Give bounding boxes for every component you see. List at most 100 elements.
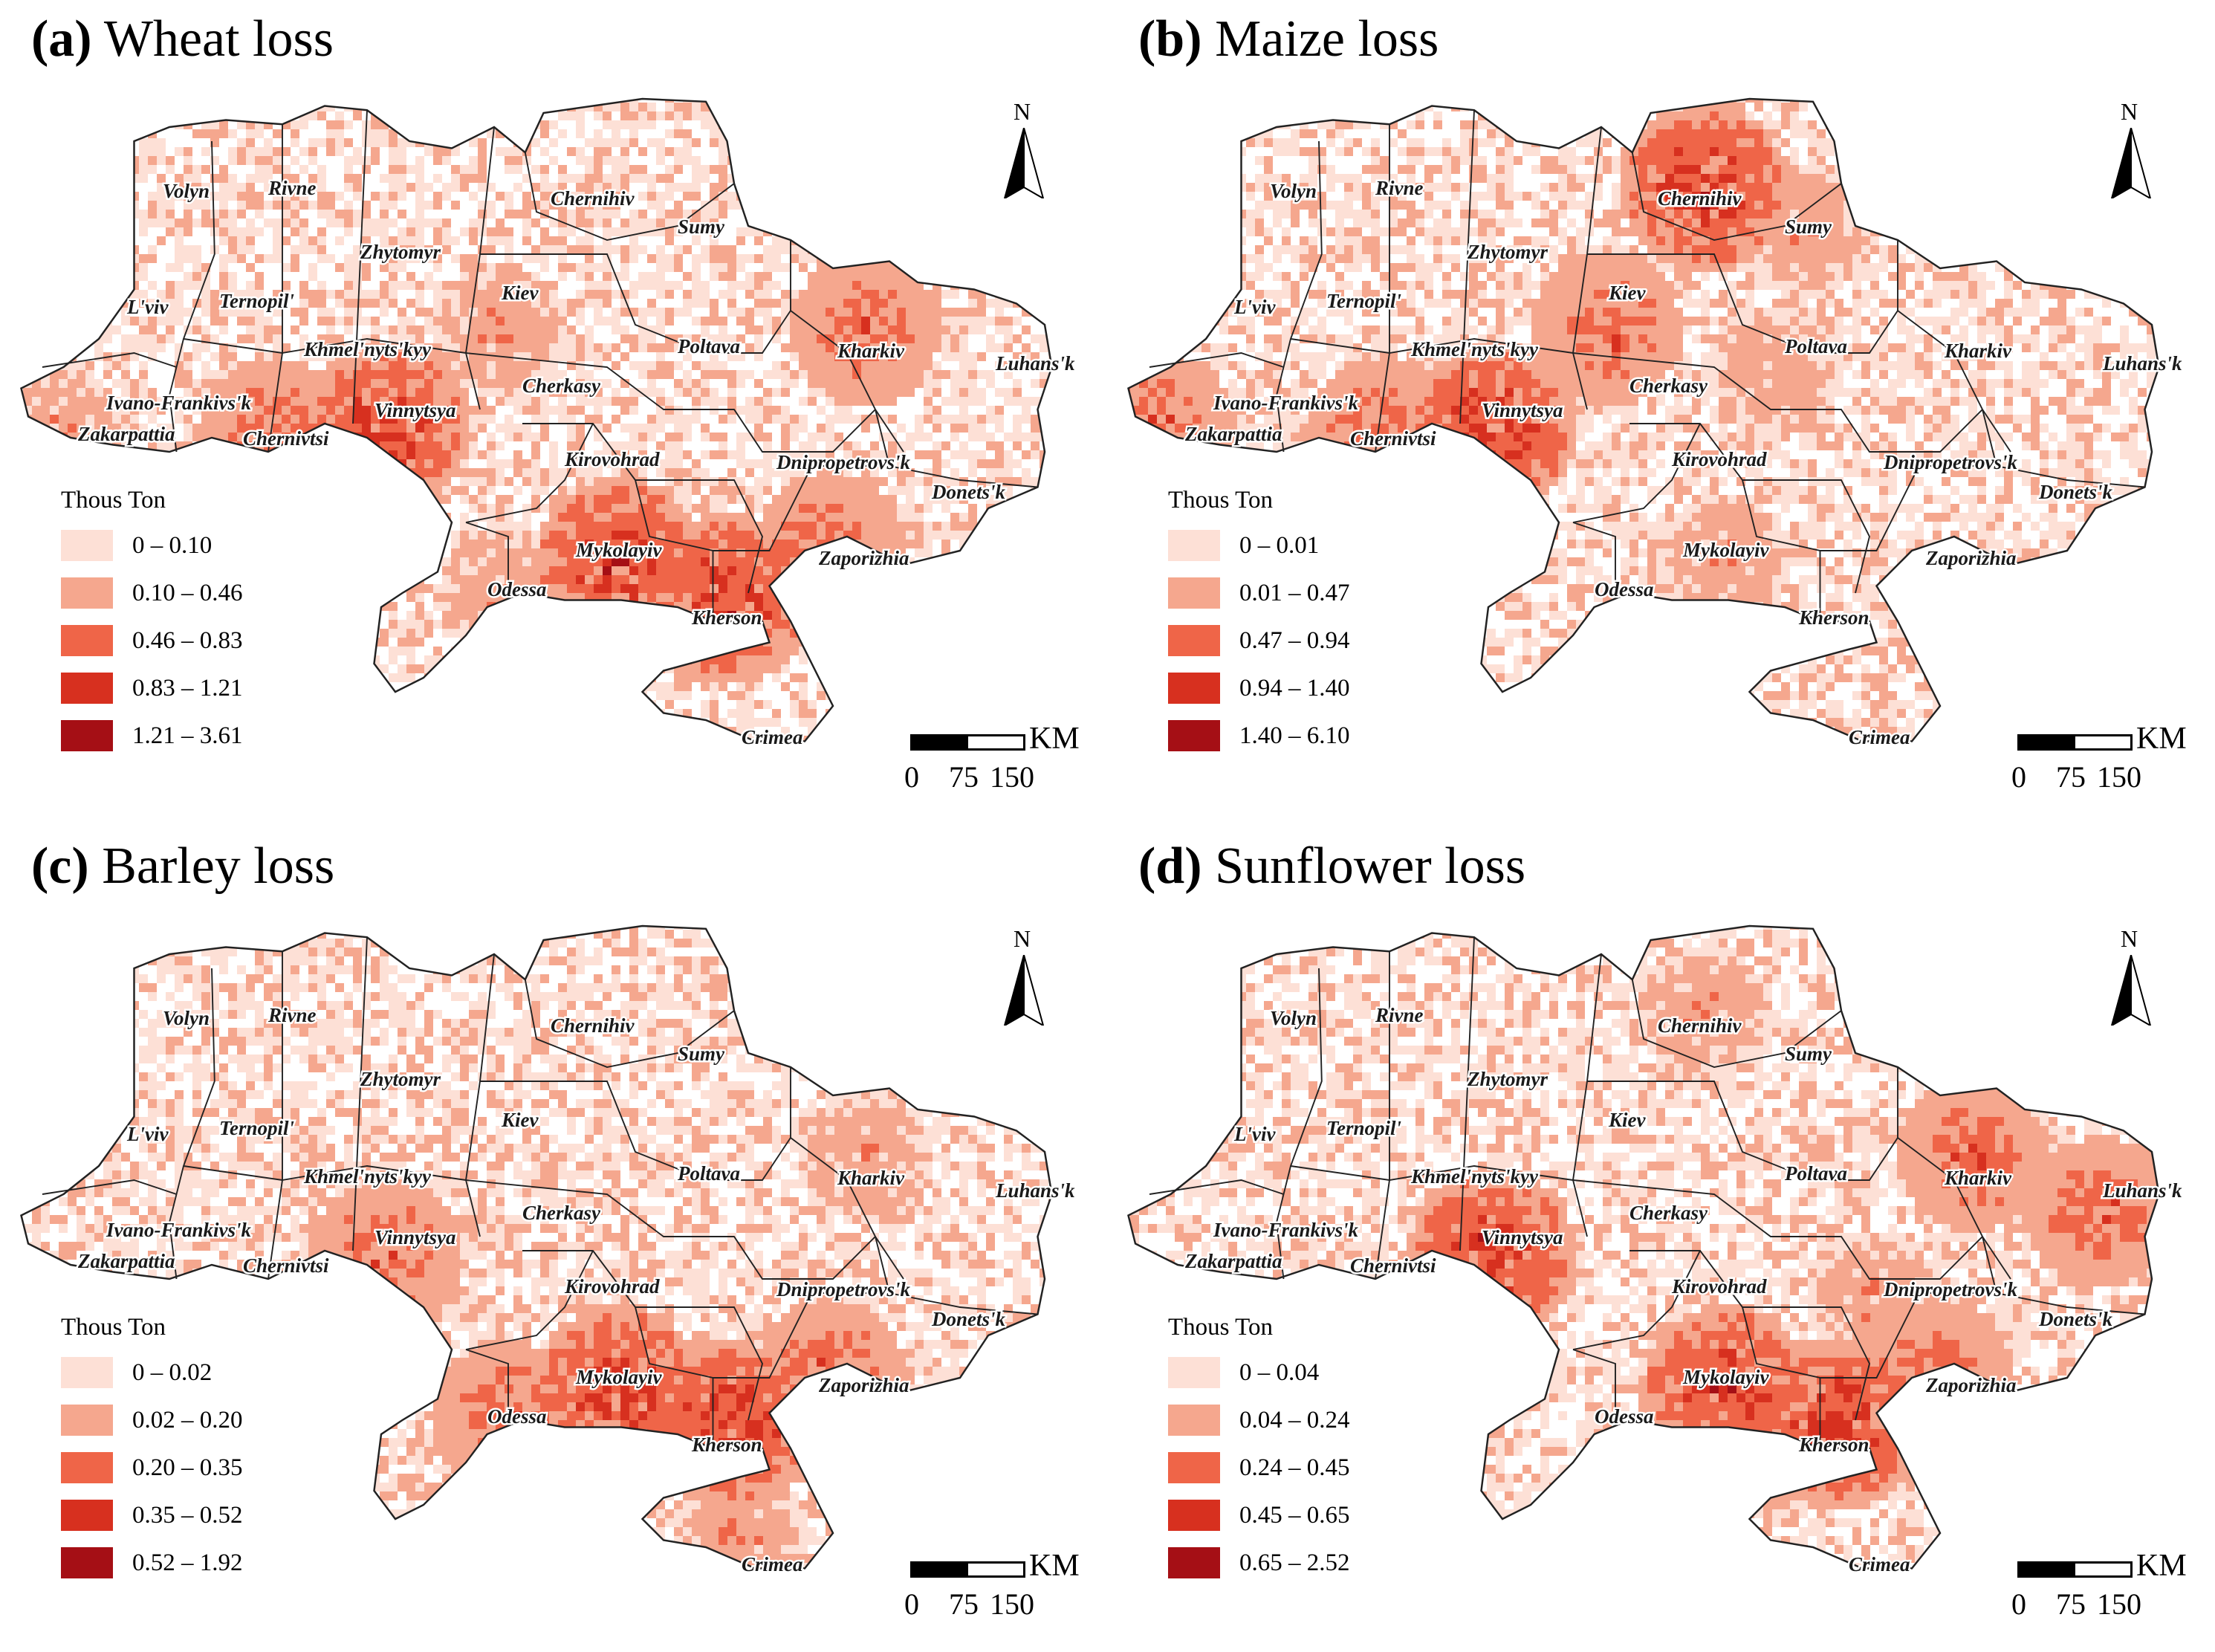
raster-cell xyxy=(763,477,772,486)
raster-cell xyxy=(1013,540,1022,548)
raster-cell xyxy=(513,584,522,593)
raster-cell xyxy=(986,548,995,557)
raster-cell xyxy=(389,522,398,531)
raster-cell xyxy=(228,299,237,308)
raster-cell xyxy=(264,557,273,566)
raster-cell xyxy=(941,290,950,299)
raster-cell xyxy=(549,334,558,343)
raster-cell xyxy=(549,156,558,165)
raster-cell xyxy=(505,424,513,433)
raster-cell xyxy=(424,201,433,210)
raster-cell xyxy=(424,548,433,557)
raster-cell xyxy=(683,531,692,540)
raster-cell xyxy=(460,575,469,584)
raster-cell xyxy=(94,308,103,317)
raster-cell xyxy=(469,584,478,593)
raster-cell xyxy=(451,584,460,593)
raster-cell xyxy=(380,540,389,548)
raster-cell xyxy=(603,281,612,290)
raster-cell xyxy=(112,236,121,245)
raster-cell xyxy=(924,486,933,495)
raster-cell xyxy=(870,120,879,129)
raster-cell xyxy=(754,272,763,281)
raster-cell xyxy=(933,477,941,486)
raster-cell xyxy=(103,218,112,227)
raster-cell xyxy=(505,531,513,540)
raster-cell xyxy=(398,415,406,424)
raster-cell xyxy=(674,540,683,548)
raster-cell xyxy=(406,557,415,566)
raster-cell xyxy=(317,575,326,584)
raster-cell xyxy=(772,138,781,147)
raster-cell xyxy=(487,468,496,477)
raster-cell xyxy=(433,397,442,406)
raster-cell xyxy=(335,120,344,129)
raster-cell xyxy=(246,433,255,441)
raster-cell xyxy=(246,325,255,334)
raster-cell xyxy=(166,334,175,343)
raster-cell xyxy=(32,584,41,593)
raster-cell xyxy=(933,254,941,263)
raster-cell xyxy=(23,566,32,575)
raster-cell xyxy=(1066,325,1075,334)
raster-cell xyxy=(21,317,23,325)
raster-cell xyxy=(32,477,41,486)
raster-cell xyxy=(933,441,941,450)
raster-cell xyxy=(710,504,719,513)
raster-cell xyxy=(41,245,50,254)
raster-cell xyxy=(656,138,665,147)
raster-cell xyxy=(50,147,59,156)
raster-cell xyxy=(41,254,50,263)
raster-cell xyxy=(424,361,433,370)
raster-cell xyxy=(754,495,763,504)
raster-cell xyxy=(228,308,237,317)
raster-cell xyxy=(228,254,237,263)
raster-cell xyxy=(41,120,50,129)
raster-cell xyxy=(799,370,808,379)
raster-cell xyxy=(968,317,977,325)
raster-cell xyxy=(683,147,692,156)
raster-cell xyxy=(148,165,157,174)
raster-cell xyxy=(852,343,861,352)
raster-cell xyxy=(674,210,683,218)
raster-cell xyxy=(897,272,906,281)
raster-cell xyxy=(112,156,121,165)
raster-cell xyxy=(656,540,665,548)
raster-cell xyxy=(950,495,959,504)
raster-cell xyxy=(130,468,139,477)
raster-cell xyxy=(148,138,157,147)
raster-cell xyxy=(736,281,745,290)
raster-cell xyxy=(389,352,398,361)
raster-cell xyxy=(59,210,68,218)
raster-cell xyxy=(415,450,424,459)
raster-cell xyxy=(460,388,469,397)
raster-cell xyxy=(1057,183,1066,192)
raster-cell xyxy=(915,334,924,343)
raster-cell xyxy=(986,218,995,227)
raster-cell xyxy=(915,379,924,388)
raster-cell xyxy=(799,218,808,227)
raster-cell xyxy=(94,192,103,201)
raster-cell xyxy=(192,388,201,397)
raster-cell xyxy=(1040,343,1048,352)
raster-cell xyxy=(513,450,522,459)
raster-cell xyxy=(219,308,228,317)
raster-cell xyxy=(264,575,273,584)
raster-cell xyxy=(264,379,273,388)
raster-cell xyxy=(380,415,389,424)
raster-cell xyxy=(85,459,94,468)
raster-cell xyxy=(701,290,710,299)
raster-cell xyxy=(433,424,442,433)
raster-cell xyxy=(986,183,995,192)
raster-cell xyxy=(683,379,692,388)
raster-cell xyxy=(540,575,549,584)
raster-cell xyxy=(826,308,834,317)
raster-cell xyxy=(264,85,273,94)
raster-cell xyxy=(933,424,941,433)
raster-cell xyxy=(692,103,701,111)
raster-cell xyxy=(460,450,469,459)
raster-cell xyxy=(451,308,460,317)
raster-cell xyxy=(451,254,460,263)
raster-cell xyxy=(41,388,50,397)
raster-cell xyxy=(317,254,326,263)
